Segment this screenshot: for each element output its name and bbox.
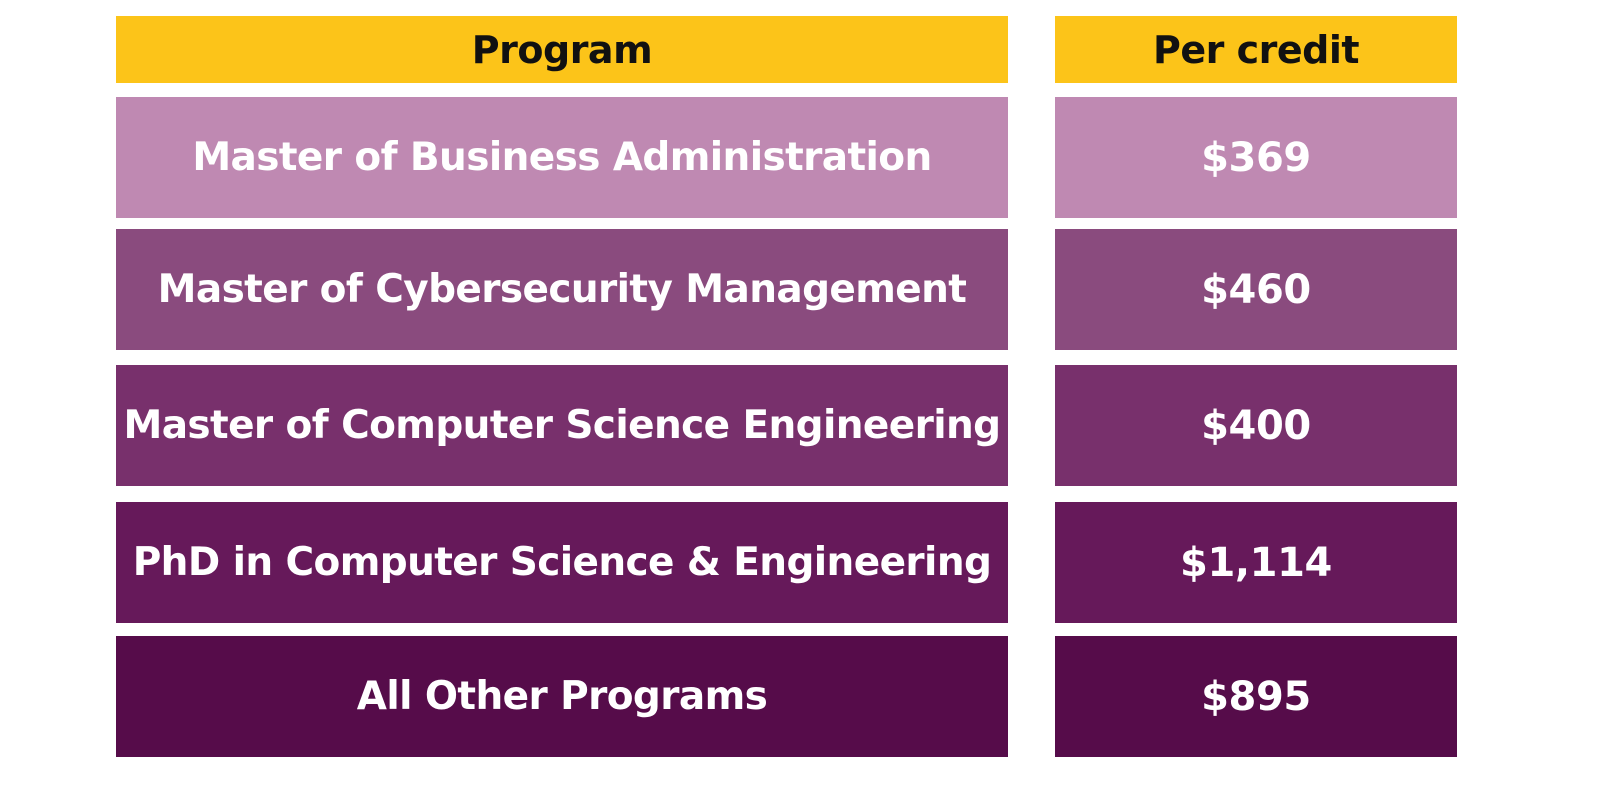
- row-1-per-credit: $460: [1055, 229, 1457, 350]
- header-program: Program: [116, 16, 1008, 83]
- row-4-per-credit: $895: [1055, 636, 1457, 757]
- row-3-program: PhD in Computer Science & Engineering: [116, 502, 1008, 623]
- row-4-program: All Other Programs: [116, 636, 1008, 757]
- row-0-program: Master of Business Administration: [116, 97, 1008, 218]
- row-1-program: Master of Cybersecurity Management: [116, 229, 1008, 350]
- row-3-per-credit: $1,114: [1055, 502, 1457, 623]
- row-0-per-credit: $369: [1055, 97, 1457, 218]
- row-2-per-credit: $400: [1055, 365, 1457, 486]
- row-2-program: Master of Computer Science Engineering: [116, 365, 1008, 486]
- header-per-credit: Per credit: [1055, 16, 1457, 83]
